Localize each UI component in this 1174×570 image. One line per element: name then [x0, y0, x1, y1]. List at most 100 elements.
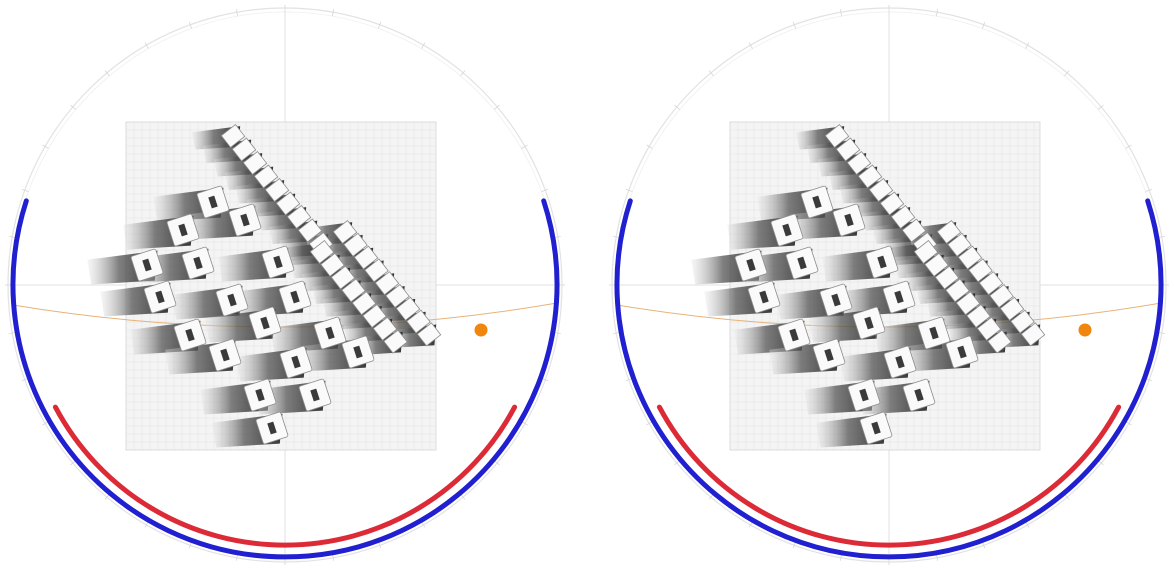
- bar-unit: [1020, 322, 1046, 347]
- building-core: [746, 258, 756, 272]
- ring-tick: [1064, 70, 1070, 77]
- red-arc: [52, 404, 518, 548]
- pavilion: [279, 345, 313, 379]
- ring-tick: [625, 188, 633, 193]
- building-core: [260, 316, 270, 330]
- bar-unit-block: [957, 245, 983, 270]
- bar-unit-block: [999, 296, 1025, 321]
- bar-unit-block: [1010, 309, 1035, 334]
- bar-unit-block: [913, 239, 939, 265]
- ring-tick: [70, 104, 77, 110]
- bar-unit-block: [309, 239, 335, 265]
- building-core: [895, 355, 905, 369]
- bar-unit-block: [955, 291, 981, 316]
- building-core: [914, 388, 924, 402]
- pavilion: [832, 203, 866, 237]
- pavilion: [130, 248, 164, 282]
- bar-unit-block: [231, 137, 257, 162]
- bar-unit-block: [364, 258, 389, 283]
- ring-tick: [748, 42, 753, 49]
- bar-unit: [947, 232, 972, 257]
- pavilion: [770, 213, 804, 247]
- bar-unit: [253, 164, 279, 189]
- building-layer: [734, 123, 1046, 445]
- bar-unit-block: [343, 232, 368, 257]
- pavilion: [255, 411, 289, 445]
- bar-unit: [286, 204, 312, 230]
- ring-tick: [235, 9, 238, 17]
- pavilion: [261, 245, 295, 279]
- sun-icon: [474, 323, 488, 337]
- building-core: [185, 328, 195, 342]
- bar-unit: [934, 265, 960, 290]
- pavilion: [248, 306, 282, 340]
- ring-tick: [21, 188, 29, 193]
- building-core: [208, 195, 218, 209]
- pavilion: [847, 378, 881, 412]
- pavilion: [173, 318, 207, 352]
- bar-unit: [343, 232, 368, 257]
- pavilion: [341, 335, 375, 369]
- bar-unit-block: [416, 322, 442, 347]
- pavilion: [734, 248, 768, 282]
- pavilion: [945, 335, 979, 369]
- bar-unit-block: [264, 177, 290, 203]
- bar-unit-block: [934, 265, 960, 290]
- bar-unit-block: [835, 137, 861, 162]
- pavilion: [785, 246, 819, 280]
- bar-unit-block: [947, 232, 972, 257]
- bar-unit-block: [286, 204, 312, 230]
- building-core: [155, 290, 165, 304]
- bar-unit-block: [332, 219, 358, 245]
- building-layer: [130, 123, 442, 445]
- bar-unit: [264, 177, 290, 203]
- building-core: [812, 195, 822, 209]
- ring-tick: [646, 144, 653, 149]
- building-core: [929, 326, 939, 340]
- bar-unit-block: [220, 123, 246, 149]
- bar-unit-block: [374, 271, 400, 296]
- building-core: [871, 421, 881, 435]
- bar-unit-block: [1020, 322, 1046, 347]
- bar-unit-block: [253, 164, 279, 189]
- ring-tick: [377, 21, 382, 29]
- bar-unit-block: [976, 316, 1002, 341]
- pavilion: [278, 280, 312, 314]
- bar-unit-block: [968, 258, 993, 283]
- bar-unit-block: [297, 218, 323, 243]
- building-core: [957, 345, 967, 359]
- pavilion: [196, 185, 230, 219]
- bar-unit-block: [362, 303, 387, 329]
- pavilion: [859, 411, 893, 445]
- building-core: [797, 256, 807, 270]
- building-core: [291, 355, 301, 369]
- bar-unit: [395, 296, 421, 321]
- blue-arc: [10, 198, 560, 560]
- ring-tick: [332, 9, 335, 17]
- bar-unit-block: [406, 309, 431, 334]
- bar-unit: [987, 329, 1012, 354]
- bar-unit-block: [824, 123, 850, 149]
- bar-unit-block: [890, 204, 916, 230]
- pavilion: [865, 245, 899, 279]
- bar-unit: [857, 164, 883, 189]
- ring-tick: [1097, 104, 1104, 110]
- bar-unit-block: [987, 329, 1012, 354]
- pavilion: [902, 378, 936, 412]
- bar-unit: [330, 265, 356, 290]
- building-core: [864, 316, 874, 330]
- bar-unit-block: [978, 271, 1004, 296]
- pavilion: [143, 280, 177, 314]
- bar-unit: [835, 137, 861, 162]
- ring-tick: [541, 188, 549, 193]
- bar-unit: [385, 283, 410, 309]
- pavilion: [313, 316, 347, 350]
- ring-tick: [521, 144, 528, 149]
- red-arc: [656, 404, 1122, 548]
- building-core: [759, 290, 769, 304]
- pavilion: [243, 378, 277, 412]
- building-core: [267, 421, 277, 435]
- bar-unit-block: [846, 150, 872, 176]
- bar-unit: [846, 150, 872, 176]
